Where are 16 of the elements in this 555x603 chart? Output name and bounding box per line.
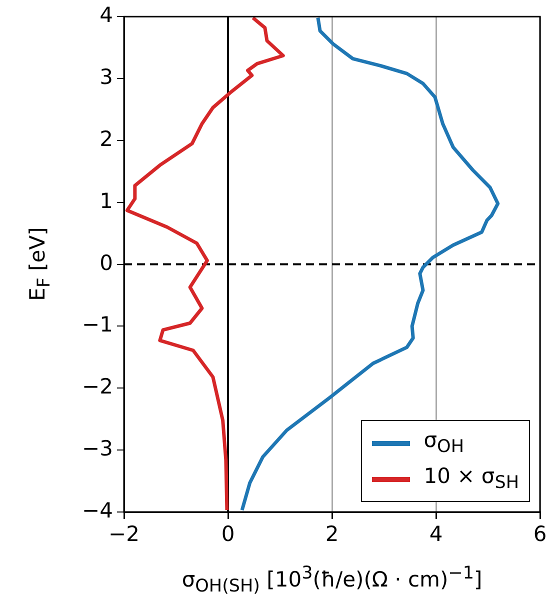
y-tick-label: 2 — [100, 126, 113, 151]
y-tick-label: 4 — [100, 3, 113, 28]
y-tick-label: −3 — [82, 436, 113, 461]
x-axis-title: σ$_{OH(SH)}$ [10$^{3}$(ħ/e)(Ω · cm)$^{−1}$] — [182, 563, 482, 597]
x-tick-label: 4 — [429, 522, 443, 546]
legend-label: σ$_{OH}$ — [424, 428, 464, 458]
x-tick-label: 0 — [221, 522, 235, 546]
y-tick-label: −1 — [82, 312, 113, 337]
y-tick-label: −4 — [82, 498, 113, 522]
x-tick-label: 6 — [533, 522, 547, 546]
legend-label: 10 × σ$_{SH}$ — [424, 464, 519, 494]
y-tick-label: 1 — [100, 188, 113, 213]
y-tick-label: 0 — [100, 250, 113, 275]
x-tick-label: 2 — [325, 522, 339, 546]
y-tick-label: −2 — [82, 374, 113, 399]
y-tick-label: 3 — [100, 64, 113, 89]
